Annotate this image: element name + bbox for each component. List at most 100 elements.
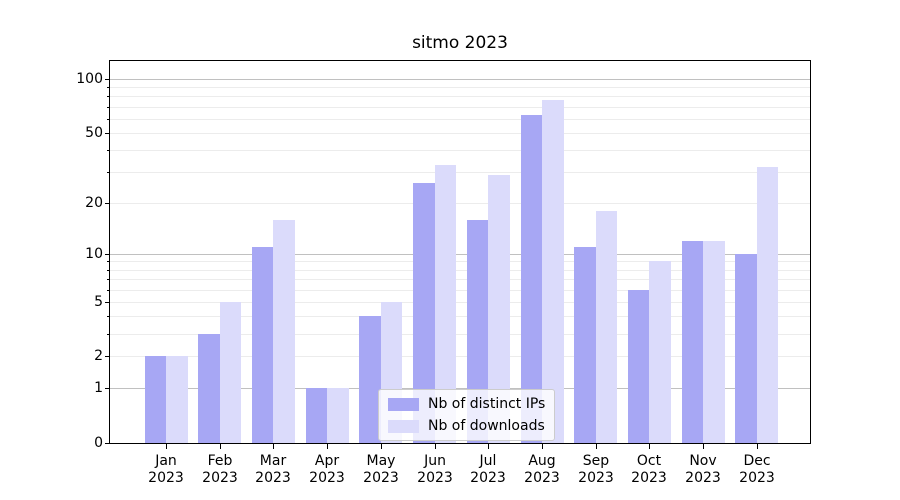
xtick-mark-aug: [542, 444, 543, 449]
bar-distinct-ips-apr: [305, 388, 328, 443]
xtick-label-nov: Nov 2023: [685, 453, 721, 486]
bar-downloads-sep: [595, 210, 618, 443]
xtick-mark-sep: [596, 444, 597, 449]
bar-distinct-ips-feb: [198, 333, 220, 443]
ytick-minor-mark-90: [107, 87, 110, 88]
gridline-100: [110, 79, 810, 80]
bar-distinct-ips-nov: [681, 240, 704, 443]
ytick-minor-mark-9: [107, 261, 110, 262]
gridline-8: [110, 270, 810, 271]
legend-item-distinct-ips: Nb of distinct IPs: [388, 396, 545, 412]
xtick-mark-feb: [220, 444, 221, 449]
legend-swatch-downloads: [388, 419, 419, 433]
bar-downloads-apr: [327, 388, 349, 443]
xtick-label-oct: Oct 2023: [631, 453, 667, 486]
legend-label-downloads: Nb of downloads: [428, 418, 545, 434]
ytick-minor-mark-3: [107, 334, 110, 335]
xtick-label-jul: Jul 2023: [470, 453, 506, 486]
ytick-mark-0: [105, 443, 110, 444]
gridline-40: [110, 150, 810, 151]
gridline-60: [110, 119, 810, 120]
legend-item-downloads: Nb of downloads: [388, 418, 545, 434]
xtick-label-jun: Jun 2023: [417, 453, 453, 486]
xtick-mark-mar: [273, 444, 274, 449]
xtick-label-feb: Feb 2023: [202, 453, 238, 486]
ytick-mark-100: [105, 79, 110, 80]
xtick-label-sep: Sep 2023: [578, 453, 614, 486]
ytick-mark-20: [105, 203, 110, 204]
ytick-minor-mark-8: [107, 270, 110, 271]
gridline-3: [110, 334, 810, 335]
ytick-minor-mark-30: [107, 172, 110, 173]
legend-label-distinct-ips: Nb of distinct IPs: [428, 396, 546, 412]
xtick-label-may: May 2023: [363, 453, 399, 486]
bar-downloads-oct: [649, 261, 671, 443]
bar-distinct-ips-may: [359, 316, 381, 443]
xtick-label-jan: Jan 2023: [148, 453, 184, 486]
bar-downloads-dec: [756, 167, 779, 443]
ytick-label-2: 2: [94, 348, 103, 365]
ytick-mark-50: [105, 133, 110, 134]
ytick-label-5: 5: [94, 293, 103, 310]
legend-swatch-distinct-ips: [388, 397, 419, 411]
ytick-minor-mark-60: [107, 119, 110, 120]
gridline-7: [110, 279, 810, 280]
gridline-9: [110, 261, 810, 262]
bar-downloads-jun: [434, 164, 457, 443]
gridline-50: [110, 133, 810, 134]
xtick-label-apr: Apr 2023: [309, 453, 345, 486]
bar-distinct-ips-oct: [627, 289, 650, 443]
xtick-mark-may: [381, 444, 382, 449]
ytick-mark-2: [105, 356, 110, 357]
bar-distinct-ips-jul: [466, 219, 489, 443]
ytick-minor-mark-6: [107, 290, 110, 291]
bar-downloads-aug: [542, 100, 564, 443]
bar-downloads-feb: [219, 301, 242, 443]
gridline-70: [110, 107, 810, 108]
xtick-mark-oct: [649, 444, 650, 449]
plot-area: Nb of distinct IPs Nb of downloads: [109, 60, 811, 444]
ytick-mark-1: [105, 388, 110, 389]
ytick-mark-10: [105, 254, 110, 255]
ytick-mark-5: [105, 302, 110, 303]
ytick-minor-mark-80: [107, 96, 110, 97]
xtick-label-mar: Mar 2023: [255, 453, 291, 486]
ytick-label-0: 0: [94, 435, 103, 451]
bar-downloads-jul: [488, 174, 510, 443]
ytick-label-1: 1: [94, 380, 103, 397]
ytick-minor-mark-40: [107, 150, 110, 151]
xtick-mark-apr: [327, 444, 328, 449]
legend: Nb of distinct IPs Nb of downloads: [378, 389, 556, 441]
bar-distinct-ips-sep: [574, 247, 596, 443]
xtick-label-aug: Aug 2023: [524, 453, 560, 486]
gridline-20: [110, 203, 810, 204]
ytick-minor-mark-7: [107, 279, 110, 280]
xtick-mark-jun: [435, 444, 436, 449]
bar-distinct-ips-mar: [251, 247, 274, 443]
xtick-mark-dec: [757, 444, 758, 449]
gridline-90: [110, 87, 810, 88]
ytick-minor-mark-4: [107, 316, 110, 317]
ytick-label-50: 50: [85, 124, 103, 141]
ytick-minor-mark-70: [107, 107, 110, 108]
bar-distinct-ips-aug: [520, 115, 543, 443]
xtick-mark-jul: [488, 444, 489, 449]
bar-downloads-jan: [166, 356, 188, 443]
gridline-1: [110, 388, 810, 389]
xtick-mark-jan: [166, 444, 167, 449]
bar-downloads-mar: [273, 219, 295, 443]
bar-distinct-ips-jun: [413, 183, 435, 443]
gridline-10: [110, 254, 810, 255]
ytick-label-20: 20: [85, 194, 103, 211]
xtick-label-dec: Dec 2023: [739, 453, 775, 486]
ytick-label-100: 100: [76, 71, 103, 88]
gridline-30: [110, 172, 810, 173]
xtick-mark-nov: [703, 444, 704, 449]
bar-downloads-nov: [703, 240, 725, 443]
bar-distinct-ips-dec: [735, 253, 757, 443]
ytick-label-10: 10: [85, 245, 103, 262]
gridline-5: [110, 302, 810, 303]
bar-distinct-ips-jan: [144, 356, 166, 443]
gridline-80: [110, 96, 810, 97]
